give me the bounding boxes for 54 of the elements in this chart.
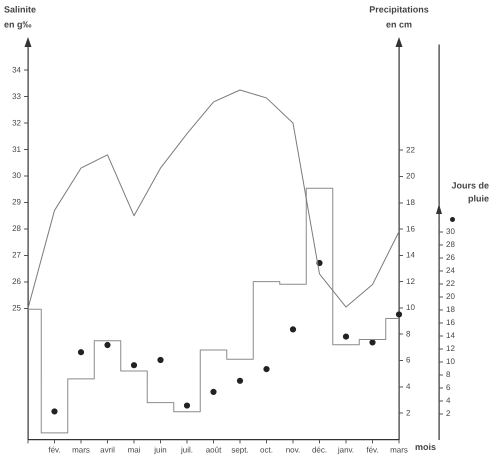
y3-tick-label: 4 (446, 396, 451, 406)
y3-tick-label: 28 (446, 240, 456, 250)
y3-tick-label: 8 (446, 370, 451, 380)
y3-axis-title: Jours de pluie (451, 180, 489, 204)
y2-axis-title: Precipitations en cm (369, 4, 429, 30)
y3-tick-label: 12 (446, 344, 456, 354)
y3-tick-label: 26 (446, 253, 456, 262)
x-axis-title: mois (415, 442, 436, 452)
y-tick-label: 26 (12, 277, 22, 286)
y2-tick-label: 18 (406, 198, 416, 207)
y2-tick-label: 16 (406, 224, 416, 234)
y3-tick-label: 14 (446, 331, 456, 340)
y3-tick-label: 30 (446, 226, 456, 236)
x-tick-label: janv. (336, 445, 354, 454)
y-tick-label: 25 (12, 304, 22, 313)
x-tick-label: nov. (286, 445, 300, 454)
y-tick-label: 34 (12, 65, 22, 74)
y2-tick-label: 2 (406, 408, 411, 418)
y-tick-label: 32 (12, 118, 22, 128)
x-tick-label: mars (390, 445, 408, 454)
y3-tick-label: 10 (446, 357, 456, 366)
y3-tick-label: 22 (446, 279, 456, 288)
y3-tick-label: 18 (446, 305, 456, 314)
y3-tick-label: 6 (446, 383, 451, 392)
x-tick-label: juil. (180, 445, 194, 454)
y-tick-label: 33 (12, 92, 22, 101)
y3-tick-label: 16 (446, 318, 456, 328)
y-tick-label: 27 (12, 250, 22, 260)
y2-tick-label: 4 (406, 382, 411, 392)
y-tick-label: 28 (12, 224, 22, 234)
x-tick-label: fév. (366, 445, 379, 454)
x-tick-label: avril (100, 445, 116, 454)
y3-tick-label: 20 (446, 292, 456, 302)
x-tick-label: oct. (260, 445, 273, 454)
x-tick-label: mai (128, 445, 141, 454)
y2-tick-label: 10 (406, 303, 416, 312)
y2-tick-label: 14 (406, 250, 416, 260)
y2-tick-label: 8 (406, 329, 411, 338)
y3-tick-label: 2 (446, 409, 451, 418)
x-tick-label: sept. (231, 445, 249, 454)
y-tick-label: 31 (12, 144, 22, 154)
y-tick-label: 29 (12, 198, 22, 207)
y2-tick-label: 20 (406, 172, 416, 181)
y3-tick-label: 24 (446, 266, 456, 276)
x-tick-label: mars (72, 445, 90, 454)
y-axis-title: Salinite en g‰ (4, 4, 36, 30)
y-tick-label: 30 (12, 171, 22, 180)
x-tick-label: fév. (48, 445, 61, 454)
y2-tick-label: 6 (406, 356, 411, 365)
y2-tick-label: 22 (406, 145, 416, 154)
x-tick-label: déc. (312, 445, 328, 454)
y2-tick-label: 12 (406, 276, 416, 286)
x-tick-label: août (206, 445, 222, 454)
x-tick-label: juin (153, 445, 167, 454)
